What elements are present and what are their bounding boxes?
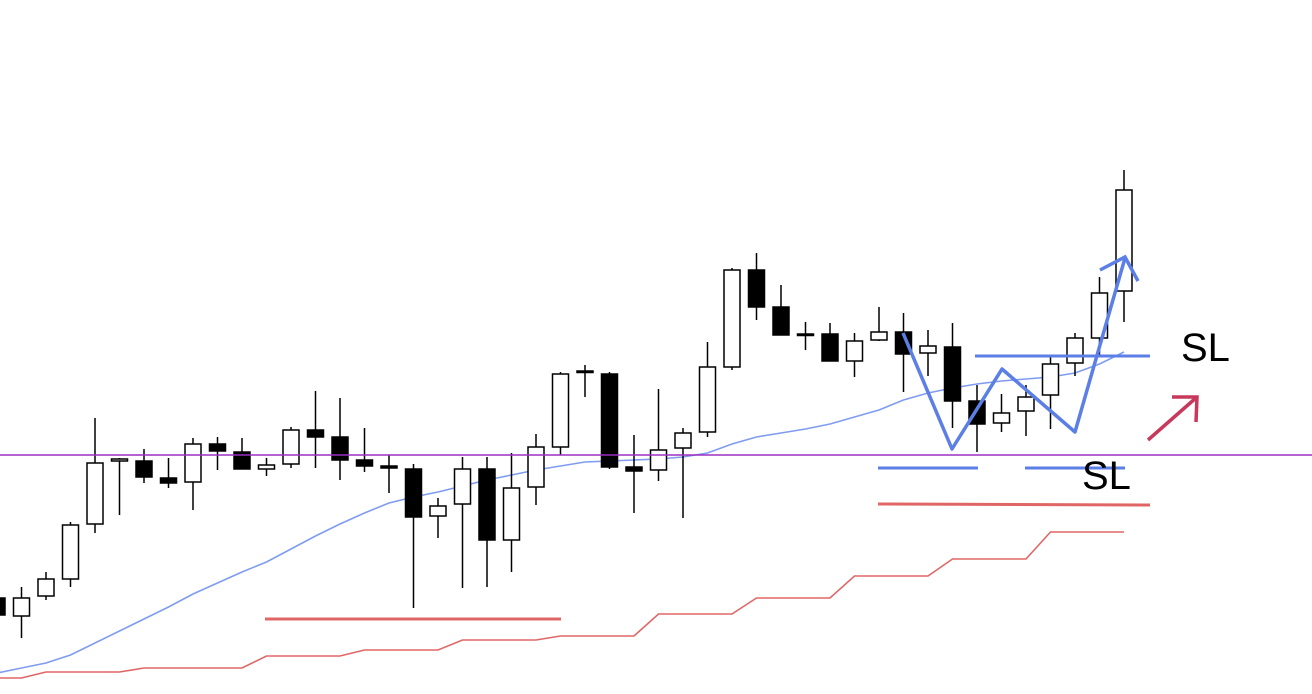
candle-body [649,449,668,471]
candle-body [135,460,153,478]
candle-body [429,505,447,517]
candle-body [257,464,276,470]
candle-body [527,446,545,488]
candle-body [12,597,31,617]
candle-body [943,346,962,402]
candle-body [453,468,472,505]
candle-body [894,331,913,355]
candle-body [600,373,619,468]
candle-body [86,462,104,525]
candle-body [1041,363,1060,396]
candle-body [698,366,717,433]
candle-body [772,306,790,336]
sl-label: SL [1082,454,1131,498]
candle-body [747,269,766,308]
candle-body [1066,337,1084,364]
candle-body [184,443,202,483]
series-line [0,531,1124,679]
candle-body [674,432,692,449]
candle-body [845,340,864,362]
candle-body [796,333,815,337]
candles [0,170,1133,638]
candle-body [870,331,888,341]
arrow-head [1172,395,1199,423]
up-arrow [1146,395,1199,442]
candle-body [331,436,349,461]
candle-body [992,412,1011,424]
candle-body [478,468,496,541]
candle-body [821,333,839,362]
candle-body [37,578,55,597]
series-line [0,351,1125,674]
candle-body [233,451,251,470]
stop-line [877,502,1151,507]
candle-body [1017,396,1035,412]
candle-body [110,458,129,462]
candle-body [625,466,643,472]
candle-body [61,524,80,580]
candle-body [404,468,423,518]
candle-body [723,269,741,368]
pattern-zigzag [901,257,1127,451]
candle-body [0,597,6,616]
candle-body [380,465,398,469]
candle-body [159,477,178,484]
candle-body [208,443,227,452]
candle-body [576,370,594,374]
arrow-head [1099,254,1140,282]
candle-body [306,429,325,438]
candle-body [919,345,937,354]
series-layer [0,351,1125,679]
candle-body [551,373,570,448]
candle-body [282,429,300,465]
sl-label: SL [1181,326,1230,370]
candle-body [355,459,374,467]
candle-body [502,487,521,541]
